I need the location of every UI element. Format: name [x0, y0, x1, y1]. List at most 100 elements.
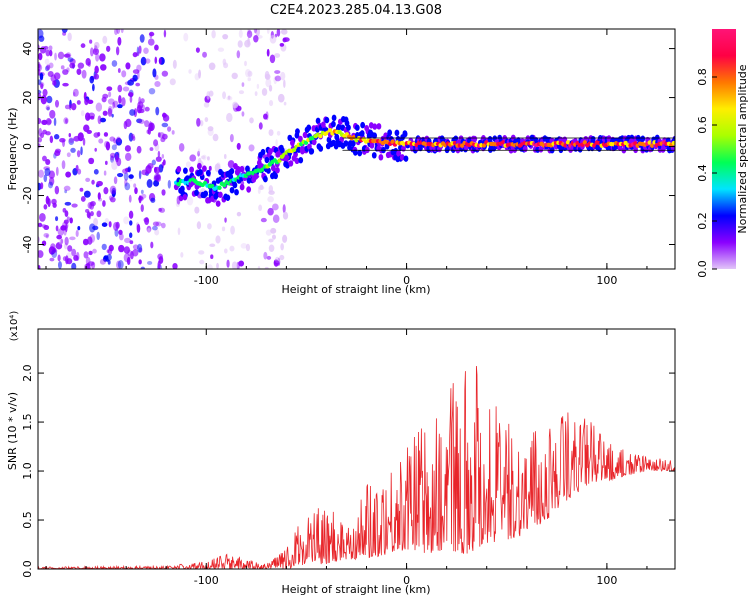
spectrogram-panel: -100 0 100 -40 -20 0 20 40 Height of straight l… — [6, 28, 676, 296]
noise-blob — [154, 229, 160, 236]
noise-blob — [55, 242, 63, 250]
noise-blob — [60, 225, 67, 231]
noise-blob — [231, 72, 238, 80]
ridge-bounds — [342, 137, 675, 151]
noise-blob — [206, 264, 213, 269]
noise-blob — [55, 166, 59, 176]
ridge-halo — [357, 149, 363, 157]
noise-blob — [83, 190, 91, 198]
noise-blob — [244, 60, 247, 67]
ridge-halo — [205, 169, 211, 177]
noise-blob — [138, 45, 142, 54]
noise-blob — [38, 117, 42, 125]
noise-blob — [229, 245, 235, 252]
ridge-halo — [522, 145, 528, 153]
noise-blob — [38, 79, 42, 85]
noise-blob — [128, 194, 132, 203]
noise-blob — [124, 237, 131, 244]
ridge-halo — [239, 183, 245, 191]
noise-blob — [82, 137, 86, 146]
noise-blob — [57, 51, 65, 60]
noise-blob — [111, 187, 117, 197]
snr-panel: -100 0 100 0.0 0.5 1.0 1.5 2.0 Height of straig… — [6, 311, 676, 596]
ridge-halo — [268, 148, 273, 155]
noise-blob — [186, 196, 194, 206]
noise-blob — [147, 126, 152, 135]
noise-blob — [215, 235, 221, 244]
x-tick-label: 100 — [596, 574, 617, 587]
noise-blob — [49, 109, 56, 119]
noise-blob — [116, 172, 124, 178]
noise-blob — [171, 130, 175, 135]
noise-blob — [204, 117, 209, 123]
noise-blob — [135, 82, 141, 87]
noise-blob — [113, 100, 119, 108]
noise-blob — [283, 101, 287, 106]
ridge-halo — [270, 164, 276, 172]
ridge-halo — [298, 156, 304, 164]
ridge-core — [176, 182, 181, 187]
noise-blob — [38, 92, 42, 101]
noise-blob — [63, 227, 67, 236]
ridge-halo — [273, 172, 278, 180]
noise-blob — [116, 157, 122, 167]
noise-blob — [153, 139, 159, 147]
noise-blob — [111, 160, 118, 170]
ridge-halo — [359, 130, 365, 137]
noise-blob — [273, 260, 280, 265]
noise-blob — [79, 187, 84, 192]
noise-blob — [69, 236, 76, 241]
noise-blob — [264, 266, 269, 269]
ridge-halo — [343, 140, 349, 147]
noise-blob — [38, 127, 43, 137]
ridge-halo — [372, 123, 378, 130]
noise-blob — [87, 61, 91, 67]
noise-blob — [138, 259, 142, 265]
noise-blob — [118, 229, 123, 236]
x-tick-label: 0 — [403, 274, 410, 287]
ridge-halo — [266, 167, 271, 174]
noise-blob — [98, 197, 103, 202]
noise-blob — [67, 57, 74, 62]
noise-blob — [272, 214, 280, 223]
noise-blob — [264, 73, 271, 80]
noise-blob — [75, 229, 79, 238]
noise-blob — [64, 236, 69, 246]
snr-ylabel: SNR (10 * v/v) — [6, 392, 19, 470]
noise-blob — [282, 204, 286, 214]
ridge-halo — [402, 130, 408, 137]
noise-blob — [38, 52, 43, 61]
noise-blob — [148, 87, 156, 95]
noise-blob — [41, 240, 47, 247]
y-tick-label: 1.5 — [21, 413, 34, 431]
noise-blob — [152, 225, 158, 231]
noise-blob — [221, 226, 226, 232]
noise-blob — [103, 187, 109, 195]
noise-blob — [144, 106, 150, 112]
noise-blob — [108, 221, 112, 228]
noise-blob — [38, 143, 41, 148]
noise-blob — [61, 160, 66, 170]
ridge-halo — [399, 154, 405, 161]
snr-series-line — [38, 365, 675, 569]
noise-blob — [154, 56, 158, 64]
noise-blob — [139, 34, 145, 43]
noise-blob — [194, 206, 200, 214]
noise-blob — [96, 180, 103, 187]
noise-blob — [282, 234, 288, 243]
noise-blob — [222, 91, 227, 100]
noise-blob — [123, 246, 131, 254]
noise-blob — [167, 126, 172, 132]
noise-blob — [197, 148, 201, 155]
snr-frame — [37, 328, 676, 570]
noise-blob — [129, 95, 133, 103]
noise-blob — [49, 257, 55, 262]
noise-blob — [103, 170, 107, 176]
ridge-halo — [289, 139, 295, 147]
ridge-core — [481, 143, 487, 148]
noise-blob — [70, 147, 76, 153]
noise-blob — [115, 221, 120, 229]
noise-blob — [194, 73, 200, 81]
ridge-halo — [183, 167, 188, 174]
noise-blob — [89, 75, 95, 84]
